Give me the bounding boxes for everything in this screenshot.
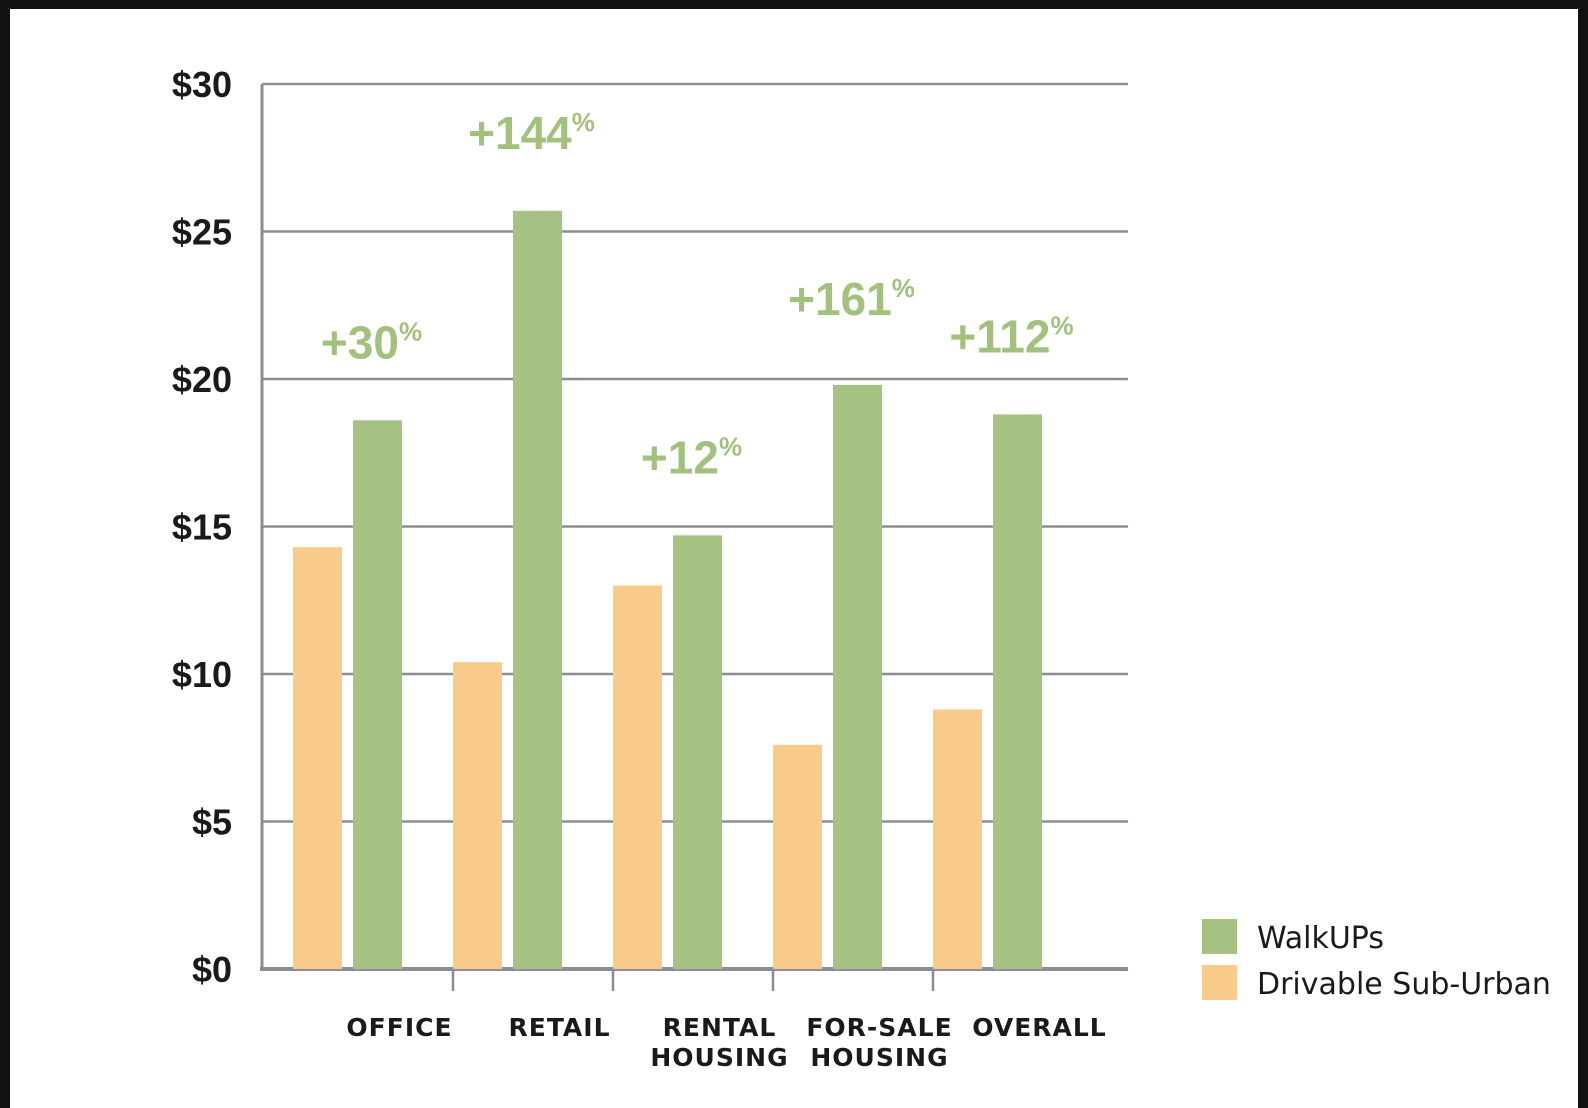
x-tick-label: OVERALL [972, 1013, 1106, 1042]
percent-value: +144 [468, 107, 572, 159]
drivable-bar-3 [773, 744, 822, 969]
walkup-bar-2 [673, 535, 722, 969]
legend-label: Drivable Sub-Urban [1257, 967, 1551, 1002]
x-tick-label: HOUSING [650, 1043, 788, 1072]
walkup-bar-4 [993, 414, 1042, 969]
percent-sign: % [719, 431, 742, 461]
drivable-bar-2 [613, 585, 662, 969]
legend-label: WalkUPs [1257, 921, 1384, 956]
drivable-bar-4 [933, 709, 982, 969]
percent-annotation: +12% [641, 431, 742, 483]
percent-annotation: +112% [949, 310, 1073, 362]
y-tick-label: $15 [172, 507, 232, 548]
bars [293, 210, 1042, 970]
y-tick-label: $20 [172, 359, 232, 400]
legend-swatch [1202, 919, 1237, 954]
x-tick-label: RETAIL [508, 1013, 610, 1042]
walkup-bar-0 [353, 420, 402, 969]
x-tick-label: FOR-SALE [806, 1013, 952, 1042]
percent-value: +12 [641, 431, 719, 483]
walkup-bar-3 [833, 384, 882, 969]
y-tick-label: $0 [192, 949, 232, 990]
y-tick-label: $5 [192, 802, 232, 843]
percent-sign: % [1050, 310, 1073, 340]
percent-value: +30 [321, 316, 399, 368]
legend: WalkUPs Drivable Sub-Urban [1202, 919, 1551, 1002]
legend-swatch [1202, 965, 1237, 1000]
x-tick-label: OFFICE [346, 1013, 452, 1042]
percent-sign: % [399, 316, 422, 346]
x-tick-label: RENTAL [663, 1013, 777, 1042]
percent-annotation: +161% [788, 273, 915, 325]
percent-value: +161 [788, 273, 892, 325]
percent-value: +112 [949, 310, 1050, 362]
drivable-bar-1 [453, 662, 502, 969]
y-tick-label: $10 [172, 654, 232, 695]
percent-sign: % [572, 107, 595, 137]
percent-sign: % [892, 273, 915, 303]
y-tick-label: $25 [172, 212, 232, 253]
percent-annotation: +30% [321, 316, 422, 368]
percent-annotation: +144% [468, 107, 595, 159]
drivable-bar-0 [293, 547, 342, 969]
y-tick-label: $30 [172, 64, 232, 105]
percent-annotations: +30%+144%+12%+161%+112% [321, 107, 1074, 484]
walkup-bar-1 [513, 210, 562, 970]
x-tick-label: HOUSING [810, 1043, 948, 1072]
